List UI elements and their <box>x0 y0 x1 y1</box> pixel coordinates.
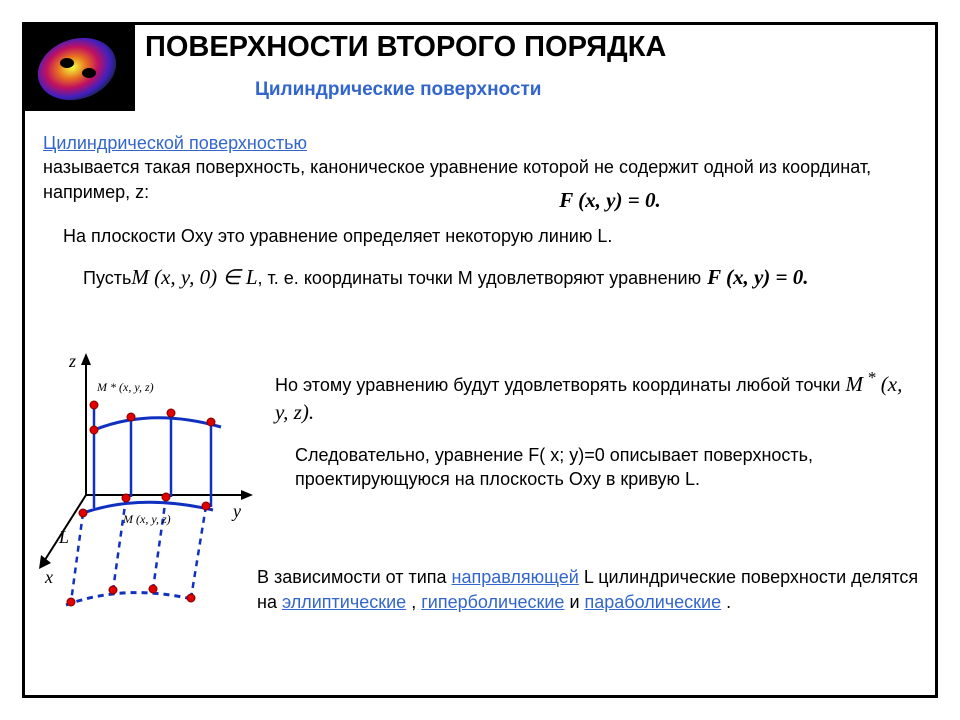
math-M-in-L: M (x, y, 0) ∈ L <box>131 263 257 291</box>
let-M-paragraph: Пусть M (x, y, 0) ∈ L , т. е. координаты… <box>83 263 917 291</box>
definition-term-link[interactable]: Цилиндрической поверхностью <box>43 131 307 155</box>
any-point-paragraph: Но этому уравнению будут удовлетворять к… <box>275 367 917 427</box>
class-t1: В зависимости от типа <box>257 567 452 587</box>
axis-z-label: z <box>68 351 76 371</box>
Mstar-bottom-label: M (x, y, z) <box>122 512 171 526</box>
equation-Fxy: F (x, y) = 0. <box>559 188 660 212</box>
let-prefix: Пусть <box>83 266 131 290</box>
link-elliptic[interactable]: эллиптические <box>282 592 406 612</box>
class-t3: , <box>411 592 421 612</box>
L-label: L <box>58 527 69 547</box>
header-icon-thumb <box>23 23 135 111</box>
axis-x-label: x <box>44 567 53 587</box>
any-point-text: Но этому уравнению будут удовлетворять к… <box>275 375 845 395</box>
link-parabolic[interactable]: параболические <box>585 592 722 612</box>
consequence-paragraph: Следовательно, уравнение F( x; y)=0 опис… <box>295 443 923 492</box>
definition-paragraph: Цилиндрической поверхностью называется т… <box>43 131 917 204</box>
class-t5: . <box>726 592 731 612</box>
link-directrix[interactable]: направляющей <box>452 567 579 587</box>
axis-y-label: y <box>231 501 241 521</box>
plane-line-paragraph: На плоскости Oxy это уравнение определяе… <box>63 224 917 248</box>
link-hyperbolic[interactable]: гиперболические <box>421 592 564 612</box>
definition-tail: называется такая поверхность, каноническ… <box>43 155 917 204</box>
class-t4: и <box>569 592 584 612</box>
diagram-3d-axes: z y x L M * (x, y, z) M (x, y, z) <box>31 345 261 625</box>
let-mid: , т. е. координаты точки M удовлетворяют… <box>258 266 702 290</box>
page-subtitle: Цилиндрические поверхности <box>255 79 927 101</box>
math-Fxy-2: F (x, y) = 0. <box>707 263 808 291</box>
page-title: ПОВЕРХНОСТИ ВТОРОГО ПОРЯДКА <box>145 31 927 64</box>
classification-paragraph: В зависимости от типа направляющей L цил… <box>257 565 921 615</box>
quadric-surface-icon <box>29 27 129 107</box>
Mstar-top-label: M * (x, y, z) <box>96 380 154 394</box>
